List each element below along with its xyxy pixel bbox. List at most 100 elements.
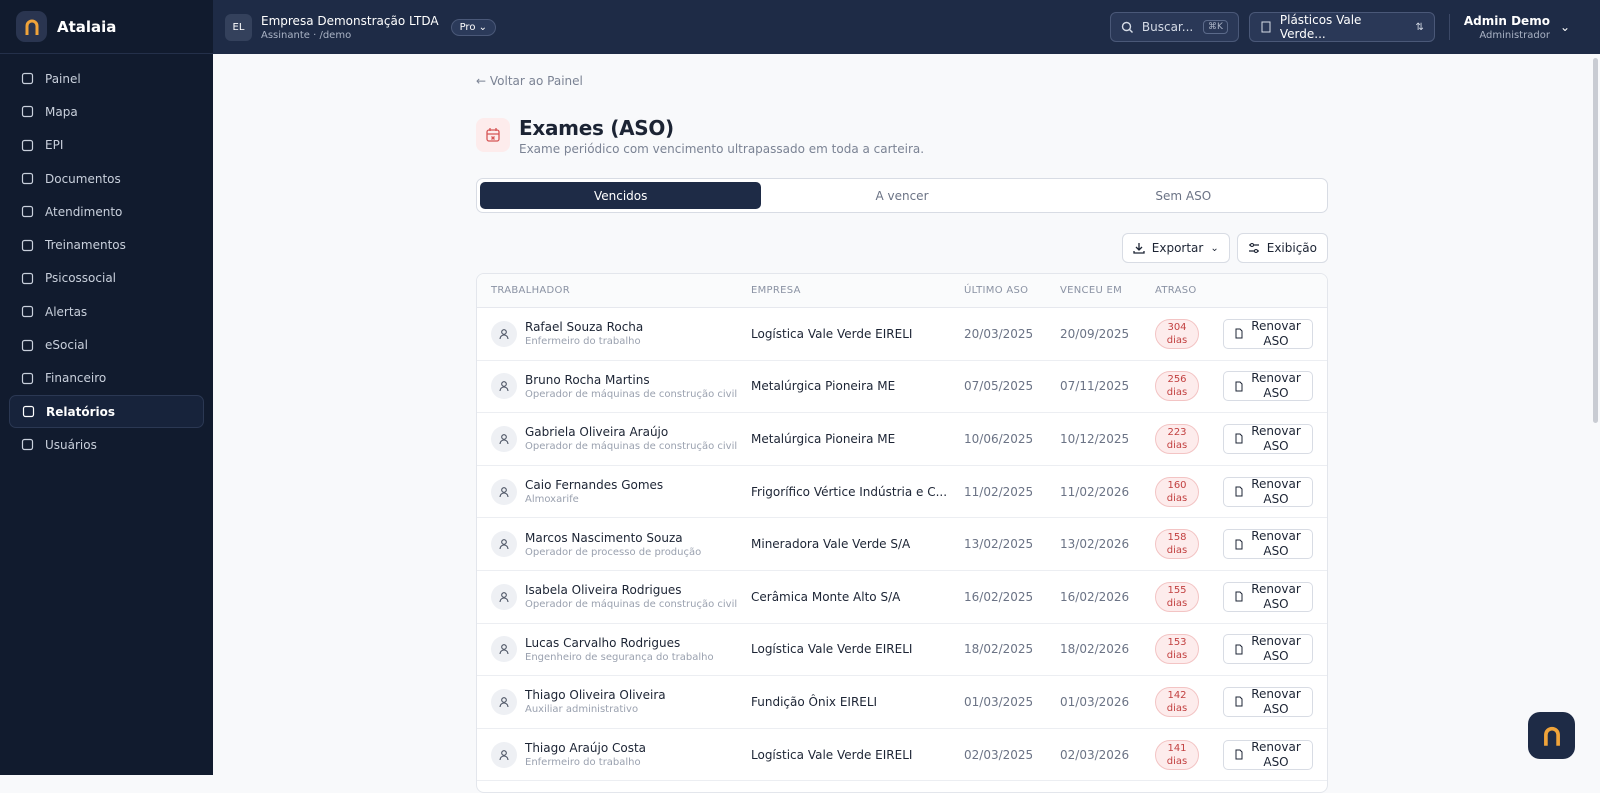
nav-item[interactable]: Psicossocial [9,262,204,295]
nav-item[interactable]: Atendimento [9,195,204,228]
back-text: Voltar ao Painel [489,74,583,88]
nav-item[interactable]: eSocial [9,328,204,361]
company: Logística Vale Verde EIRELI [751,747,913,762]
column-header: VENCEU EM [1060,285,1123,296]
nav-item[interactable]: Painel [9,62,204,95]
plan-pill[interactable]: Pro ⌄ [450,18,497,36]
nav-item[interactable]: Alertas [9,295,204,328]
table-row: Thiago Oliveira Oliveira Auxiliar adminis… [477,676,1327,729]
avatar [491,373,517,400]
worker-role: Engenheiro de segurança do trabalho [525,651,714,663]
nav-item[interactable]: Relatórios [9,394,204,429]
due-date: 16/02/2026 [1060,589,1130,604]
worker-text: Gabriela Oliveira Araújo Operador de máqu… [525,425,737,452]
due-date: 07/11/2025 [1060,379,1130,394]
delay-badge: 141 dias [1155,739,1199,770]
shortcut: ⌘K [1202,20,1228,34]
nav-label: Relatórios [46,404,115,419]
avatar [491,636,517,663]
renew-button[interactable]: Renovar ASO [1223,739,1313,770]
avatar [491,320,517,347]
company: Cerâmica Monte Alto S/A [751,589,901,604]
search-placeholder: Buscar... [1141,20,1194,34]
renew-button[interactable]: Renovar ASO [1223,318,1313,349]
renew-button[interactable]: Renovar ASO [1223,476,1313,507]
delay-badge: 153 dias [1155,634,1199,665]
chevron: ⌄ [1559,20,1570,34]
page-title: Exames (ASO) [519,116,674,140]
worker-name: Rafael Souza Rocha [525,320,644,335]
worker-role: Enfermeiro do trabalho [525,757,641,769]
table: TRABALHADOR EMPRESA ÚLTIMO ASO VENCEU EM ATR… [476,273,1328,793]
nav-item[interactable]: Usuários [9,428,204,461]
renew-button[interactable]: Renovar ASO [1223,371,1313,402]
brand[interactable]: Atalaia [0,0,213,54]
avatar [491,583,517,610]
worker-role: Operador de processo de produção [525,546,702,558]
table-row: Lucas Carvalho Rodrigues Engenheiro de se… [477,624,1327,677]
nav-label: Treinamentos [45,238,126,253]
table-row: Bruno Rocha Martins Operador de máquinas … [477,361,1327,414]
renew-label: Renovar ASO [1251,529,1301,559]
last-aso: 10/06/2025 [964,431,1034,446]
worker-name: Thiago Araújo Costa [525,741,647,756]
company[interactable]: Empresa Demonstração LTDA Assinante · /d… [261,14,439,41]
delay-badge: 223 dias [1155,423,1199,454]
worker: Thiago Oliveira Oliveira Auxiliar adminis… [491,688,751,715]
worker-role: Auxiliar administrativo [525,704,639,716]
renew-button[interactable]: Renovar ASO [1223,581,1313,612]
renew-button[interactable]: Renovar ASO [1223,686,1313,717]
nav-item[interactable]: Documentos [9,162,204,195]
nav-item[interactable]: Mapa [9,95,204,128]
nav-item[interactable]: Treinamentos [9,228,204,261]
user[interactable]: Admin Demo Administrador [1464,14,1550,41]
nav-item[interactable]: Financeiro [9,362,204,395]
due-date: 13/02/2026 [1060,537,1130,552]
worker: Bruno Rocha Martins Operador de máquinas … [491,373,751,400]
company: Logística Vale Verde EIRELI [751,326,913,341]
company-name: Empresa Demonstração LTDA [261,13,439,28]
renew-label: Renovar ASO [1251,739,1301,769]
renew-button[interactable]: Renovar ASO [1223,423,1313,454]
worker: Isabela Oliveira Rodrigues Operador de má… [491,583,751,610]
plan: Pro [459,21,476,33]
nav-item[interactable]: EPI [9,129,204,162]
back-link[interactable]: ← Voltar ao Painel [476,74,583,88]
worker-text: Rafael Souza Rocha Enfermeiro do trabalho [525,320,643,347]
tabs: Vencidos A vencer Sem ASO [476,178,1328,213]
export-button[interactable]: Exportar ⌄ [1121,233,1230,263]
worker-text: Lucas Carvalho Rodrigues Engenheiro de se… [525,636,714,663]
last-aso: 18/02/2025 [964,642,1034,657]
divider [1448,14,1450,40]
last-aso: 01/03/2025 [964,694,1034,709]
delay-badge: 155 dias [1155,581,1199,612]
user-name: Admin Demo [1463,13,1550,28]
nav-label: Alertas [45,304,88,319]
worker-name: Thiago Oliveira Oliveira [525,688,666,703]
avatar [491,688,517,715]
company: Frigorífico Vértice Indústria e C... [751,484,948,499]
worker-name: Caio Fernandes Gomes [525,478,664,493]
nav-label: Atendimento [45,204,123,219]
assistant-button[interactable] [1528,712,1575,759]
tab[interactable]: Sem ASO [1155,188,1212,203]
renew-button[interactable]: Renovar ASO [1223,529,1313,560]
company: Logística Vale Verde EIRELI [751,642,913,657]
view-button[interactable]: Exibição [1236,233,1328,263]
tab[interactable]: Vencidos [480,182,762,209]
worker-name: Isabela Oliveira Rodrigues [525,583,682,598]
org-select[interactable]: Plásticos Vale Verde... ⇅ [1248,12,1435,42]
page-subtitle: Exame periódico com vencimento ultrapass… [519,142,925,156]
delay-badge: 160 dias [1155,476,1199,507]
last-aso: 11/02/2025 [964,484,1034,499]
avatar [491,478,517,505]
company-initials[interactable]: EL [225,13,252,41]
column-header: EMPRESA [751,285,801,296]
renew-button[interactable]: Renovar ASO [1223,634,1313,665]
tab[interactable]: A vencer [875,188,929,203]
nav-label: Mapa [45,104,78,119]
search[interactable]: Buscar... ⌘K [1109,12,1239,42]
worker-text: Marcos Nascimento Souza Operador de proce… [525,531,701,558]
table-row: Isabela Oliveira Rodrigues Operador de má… [477,571,1327,624]
sidebar: Atalaia Painel Mapa EPI Documentos Atendimen… [0,0,213,775]
